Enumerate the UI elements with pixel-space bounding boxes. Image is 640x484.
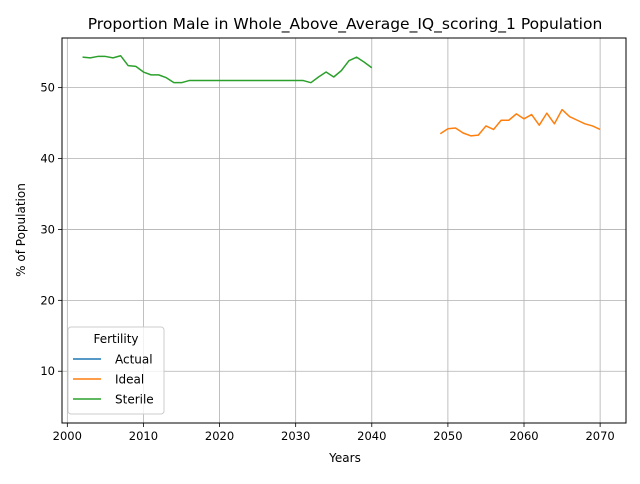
x-tick-label: 2070 — [585, 429, 614, 443]
y-tick-label: 50 — [40, 81, 55, 95]
x-tick-label: 2030 — [281, 429, 310, 443]
y-tick-label: 20 — [40, 293, 55, 307]
legend: Fertility Actual Ideal Sterile — [67, 326, 165, 415]
x-axis-label: Years — [328, 451, 361, 465]
legend-box — [67, 326, 165, 415]
legend-label-sterile: Sterile — [115, 393, 154, 407]
x-tick-label: 2050 — [433, 429, 462, 443]
y-axis-label: % of Population — [14, 183, 28, 277]
series-layer — [82, 54, 601, 137]
legend-label-actual: Actual — [115, 353, 153, 367]
y-tick-label: 40 — [40, 152, 55, 166]
x-tick-label: 2020 — [205, 429, 234, 443]
x-tick-label: 2040 — [357, 429, 386, 443]
x-tick-label: 2060 — [509, 429, 538, 443]
plot-frame — [61, 37, 627, 424]
series-line-ideal — [439, 108, 601, 137]
y-tick-label: 30 — [40, 222, 55, 236]
x-tick-label: 2010 — [129, 429, 158, 443]
tick-layer: 2000 2010 2020 2030 2040 2050 2060 207010203040… — [40, 81, 614, 443]
legend-title: Fertility — [93, 332, 138, 346]
legend-entries: Actual Ideal Sterile — [73, 353, 154, 407]
y-tick-label: 10 — [40, 364, 55, 378]
series-line-sterile — [82, 54, 373, 84]
x-tick-label: 2000 — [53, 429, 82, 443]
legend-label-ideal: Ideal — [115, 373, 144, 387]
chart-title: Proportion Male in Whole_Above_Average_I… — [88, 15, 603, 34]
